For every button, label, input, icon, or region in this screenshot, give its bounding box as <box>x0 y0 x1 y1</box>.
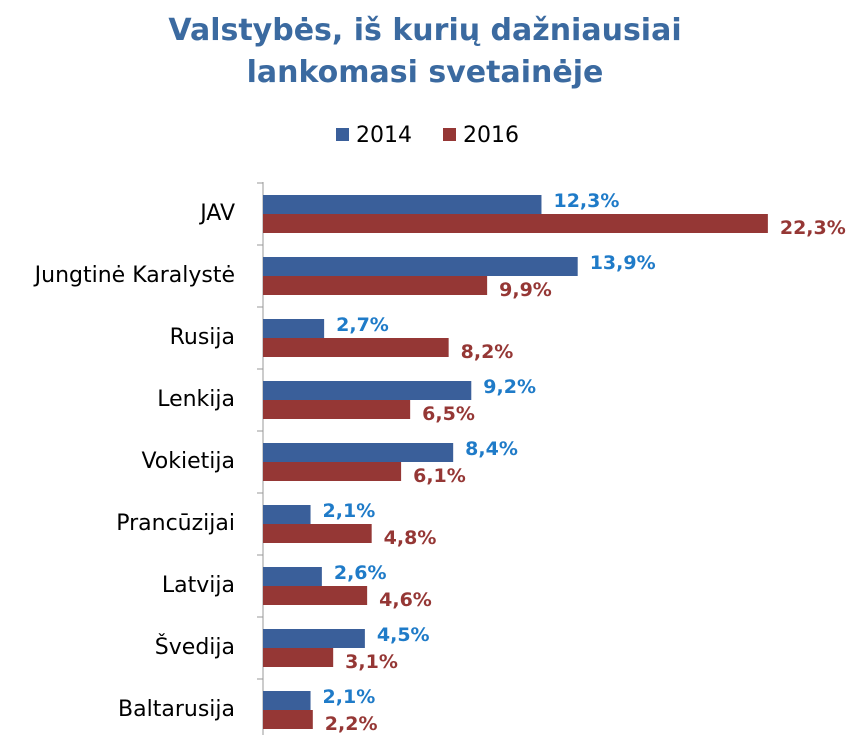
bar <box>263 524 372 543</box>
data-label: 4,5% <box>377 624 430 646</box>
data-label: 2,1% <box>323 686 376 708</box>
y-tick-label: Rusija <box>170 325 235 350</box>
bar <box>263 443 454 462</box>
bar <box>263 338 449 357</box>
data-label: 6,1% <box>413 465 466 487</box>
bar <box>263 195 542 214</box>
bar <box>263 214 768 233</box>
data-label: 22,3% <box>780 217 846 239</box>
y-tick-label: Prancūzijai <box>116 511 235 536</box>
data-label: 4,6% <box>379 589 432 611</box>
data-label: 2,6% <box>334 562 387 584</box>
bar <box>263 648 334 667</box>
bar <box>263 462 402 481</box>
data-label: 12,3% <box>553 190 619 212</box>
bar <box>263 586 368 605</box>
bar <box>263 691 311 710</box>
y-tick-label: Baltarusija <box>118 697 235 722</box>
bar <box>263 276 488 295</box>
data-label: 9,9% <box>499 279 552 301</box>
y-tick-label: Latvija <box>162 573 235 598</box>
bar <box>263 629 365 648</box>
data-label: 2,7% <box>336 314 389 336</box>
bar <box>263 505 311 524</box>
data-label: 8,4% <box>465 438 518 460</box>
legend-swatch <box>336 128 349 141</box>
y-tick-label: Jungtinė Karalystė <box>33 263 235 288</box>
y-tick-label: JAV <box>198 201 235 226</box>
bar <box>263 257 578 276</box>
legend-swatch <box>443 128 456 141</box>
chart-title: Valstybės, iš kurių dažniausiai lankomas… <box>168 13 682 90</box>
data-label: 4,8% <box>384 527 437 549</box>
y-tick-label: Lenkija <box>157 387 235 412</box>
bar <box>263 319 325 338</box>
data-label: 2,1% <box>323 500 376 522</box>
legend-label: 2016 <box>463 123 519 148</box>
bar <box>263 567 322 586</box>
data-label: 9,2% <box>483 376 536 398</box>
data-label: 8,2% <box>461 341 514 363</box>
y-tick-label: Vokietija <box>141 449 235 474</box>
data-label: 3,1% <box>345 651 398 673</box>
legend-label: 2014 <box>356 123 412 148</box>
bar <box>263 400 411 419</box>
data-label: 13,9% <box>590 252 656 274</box>
data-label: 2,2% <box>325 713 378 735</box>
data-label: 6,5% <box>422 403 475 425</box>
bar <box>263 381 472 400</box>
y-tick-label: Švedija <box>155 634 235 660</box>
bar <box>263 710 313 729</box>
